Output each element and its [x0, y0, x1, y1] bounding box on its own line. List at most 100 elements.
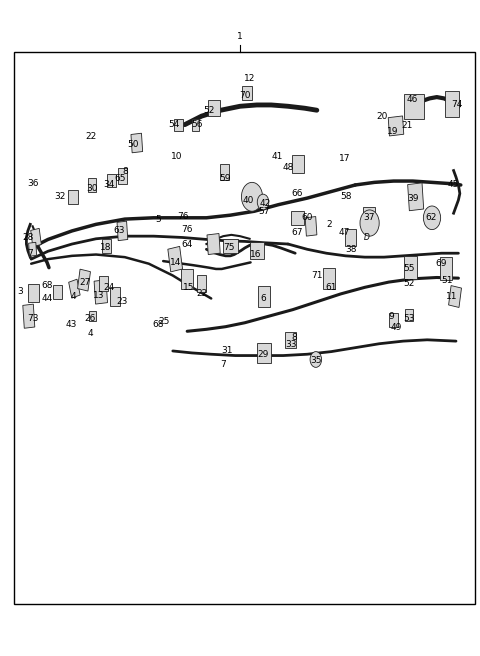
Text: 49: 49 — [390, 323, 402, 333]
FancyBboxPatch shape — [53, 285, 62, 299]
FancyBboxPatch shape — [404, 94, 424, 119]
Polygon shape — [131, 133, 143, 153]
Text: 53: 53 — [403, 314, 415, 323]
FancyBboxPatch shape — [220, 163, 229, 180]
Text: 73: 73 — [27, 314, 38, 323]
Text: 26: 26 — [84, 314, 96, 323]
Text: 71: 71 — [311, 271, 323, 280]
Text: 14: 14 — [169, 258, 181, 267]
Text: 48: 48 — [282, 163, 294, 172]
Text: 7: 7 — [27, 249, 33, 258]
Polygon shape — [94, 279, 108, 304]
Text: 42: 42 — [259, 199, 271, 208]
Ellipse shape — [310, 352, 322, 367]
Bar — [14, 52, 475, 604]
Text: 8: 8 — [292, 333, 298, 342]
Text: 63: 63 — [113, 226, 125, 236]
Text: 27: 27 — [80, 277, 91, 287]
Ellipse shape — [360, 210, 379, 236]
FancyBboxPatch shape — [174, 119, 183, 131]
Text: 5: 5 — [156, 215, 161, 224]
Polygon shape — [29, 242, 36, 256]
Text: 8: 8 — [122, 167, 128, 176]
FancyBboxPatch shape — [323, 268, 335, 289]
Text: D: D — [364, 233, 370, 242]
FancyBboxPatch shape — [88, 311, 96, 321]
Text: 35: 35 — [310, 356, 322, 365]
Text: 17: 17 — [339, 154, 350, 163]
FancyBboxPatch shape — [181, 269, 193, 289]
Text: 24: 24 — [104, 283, 115, 292]
Ellipse shape — [257, 194, 269, 210]
Text: 55: 55 — [403, 264, 415, 274]
Text: 57: 57 — [258, 207, 270, 216]
Text: 43: 43 — [65, 320, 77, 329]
FancyBboxPatch shape — [363, 207, 375, 226]
Text: 66: 66 — [291, 189, 302, 198]
Text: 4: 4 — [70, 292, 76, 301]
FancyBboxPatch shape — [258, 286, 270, 307]
FancyBboxPatch shape — [441, 257, 452, 281]
FancyBboxPatch shape — [404, 256, 417, 279]
Text: 61: 61 — [325, 283, 337, 292]
Text: 52: 52 — [203, 106, 215, 115]
FancyBboxPatch shape — [345, 229, 356, 245]
Text: 68: 68 — [41, 281, 53, 290]
Text: 19: 19 — [387, 127, 398, 136]
Polygon shape — [207, 234, 220, 255]
FancyBboxPatch shape — [99, 276, 108, 291]
Text: 76: 76 — [181, 225, 193, 234]
Text: 51: 51 — [442, 276, 453, 285]
Polygon shape — [78, 269, 90, 291]
Text: 46: 46 — [406, 95, 418, 104]
Text: 74: 74 — [451, 100, 463, 110]
FancyBboxPatch shape — [118, 167, 127, 184]
Text: 50: 50 — [128, 140, 139, 149]
FancyBboxPatch shape — [242, 86, 252, 100]
Text: 54: 54 — [168, 120, 180, 129]
Text: 9: 9 — [388, 312, 394, 321]
FancyBboxPatch shape — [292, 155, 304, 173]
Text: 18: 18 — [100, 243, 111, 253]
FancyBboxPatch shape — [207, 100, 220, 116]
Text: 59: 59 — [219, 174, 230, 183]
Text: 30: 30 — [86, 184, 98, 194]
Text: 65: 65 — [114, 174, 126, 183]
Polygon shape — [305, 216, 317, 236]
Text: 62: 62 — [425, 213, 437, 222]
Text: 36: 36 — [27, 179, 38, 188]
Text: 69: 69 — [436, 259, 447, 268]
Text: 12: 12 — [244, 74, 255, 83]
Polygon shape — [31, 228, 41, 247]
Text: 1: 1 — [237, 32, 243, 41]
Text: 56: 56 — [191, 120, 203, 129]
FancyBboxPatch shape — [389, 313, 398, 327]
Text: 76: 76 — [178, 212, 189, 221]
Text: 47: 47 — [339, 228, 350, 237]
FancyBboxPatch shape — [291, 211, 304, 225]
Text: 39: 39 — [407, 194, 419, 203]
Text: 22: 22 — [85, 132, 97, 141]
FancyBboxPatch shape — [197, 276, 206, 291]
FancyBboxPatch shape — [68, 190, 78, 204]
FancyBboxPatch shape — [192, 119, 200, 131]
FancyBboxPatch shape — [223, 239, 238, 253]
Polygon shape — [69, 279, 80, 298]
FancyBboxPatch shape — [102, 239, 111, 253]
Text: 64: 64 — [181, 239, 193, 249]
Text: 13: 13 — [93, 291, 104, 300]
Text: 22: 22 — [196, 289, 207, 298]
Ellipse shape — [423, 206, 441, 230]
Text: 70: 70 — [239, 91, 251, 100]
Text: 41: 41 — [272, 152, 283, 161]
Text: 40: 40 — [243, 195, 254, 205]
Text: 33: 33 — [285, 340, 297, 349]
Text: 4: 4 — [87, 329, 93, 338]
Text: 75: 75 — [224, 243, 235, 253]
Text: 32: 32 — [54, 192, 66, 201]
Polygon shape — [388, 116, 404, 136]
Text: 31: 31 — [221, 346, 232, 356]
Text: 7: 7 — [220, 359, 226, 369]
Polygon shape — [168, 247, 182, 272]
Text: 29: 29 — [257, 350, 269, 359]
